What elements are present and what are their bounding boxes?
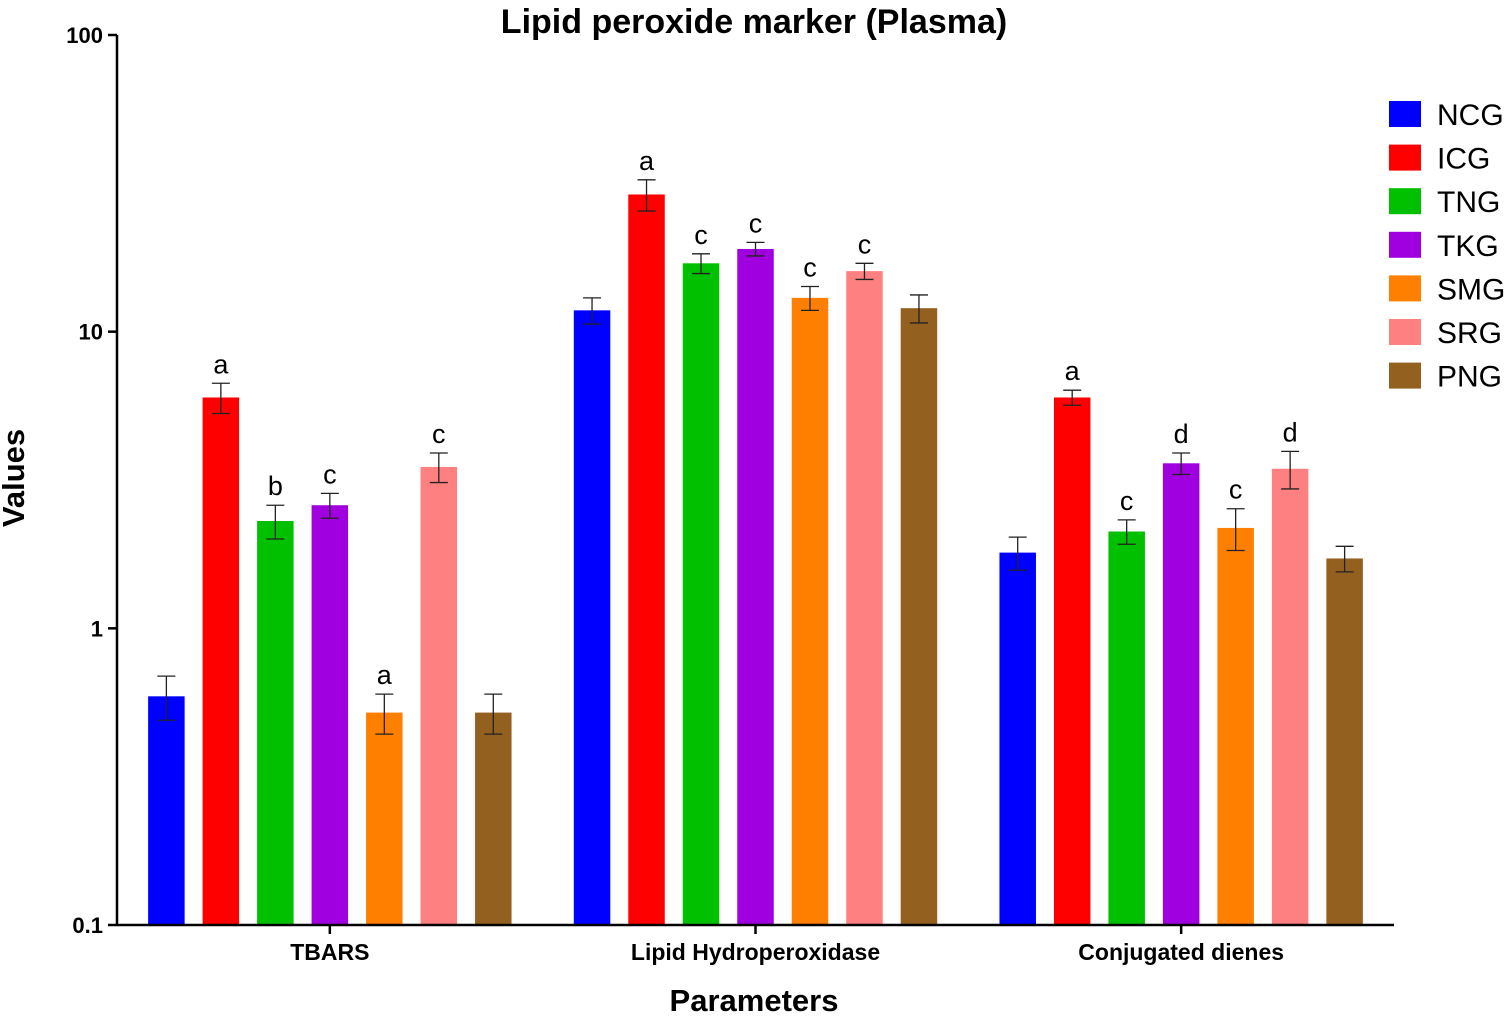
bar-icg — [202, 397, 240, 925]
legend-swatch-png — [1389, 362, 1421, 389]
legend-swatch-ncg — [1389, 101, 1421, 127]
legend-label: SRG — [1437, 317, 1502, 350]
bar-png — [900, 308, 938, 925]
x-axis-title: Parameters — [670, 983, 839, 1018]
significance-label: d — [1283, 417, 1298, 447]
significance-label: c — [323, 459, 337, 489]
legend-label: PNG — [1437, 361, 1502, 394]
significance-label: b — [268, 471, 283, 501]
bar-srg — [420, 466, 458, 925]
legend: NCG ICG TNG TKG SMG SRG PNG — [1389, 99, 1505, 394]
significance-label: c — [1120, 486, 1134, 516]
legend-swatch-icg — [1389, 144, 1421, 171]
legend-swatch-srg — [1389, 319, 1421, 345]
significance-label: c — [749, 208, 763, 238]
bar-tng — [257, 521, 294, 925]
y-tick-label: 100 — [66, 23, 103, 48]
bar-smg — [366, 712, 403, 925]
legend-label: TNG — [1437, 186, 1500, 219]
y-tick-label: 0.1 — [72, 913, 103, 938]
significance-label: c — [858, 229, 872, 259]
bar-icg — [1053, 397, 1091, 925]
significance-label: a — [639, 146, 655, 176]
bar-tng — [1108, 531, 1145, 925]
significance-label: a — [1065, 356, 1081, 386]
y-axis-title: Values — [0, 429, 31, 527]
y-ticks: 0.1 1 10 100 — [66, 23, 117, 938]
bar-srg — [1271, 468, 1309, 925]
bar-icg — [628, 194, 665, 925]
y-tick-label: 10 — [79, 320, 103, 345]
legend-swatch-smg — [1389, 275, 1421, 302]
bar-ncg — [999, 552, 1036, 925]
bar-png — [475, 712, 512, 925]
significance-label: d — [1174, 419, 1189, 449]
chart-title: Lipid peroxide marker (Plasma) — [501, 3, 1007, 41]
x-tick-label: TBARS — [290, 939, 369, 965]
bar-ncg — [148, 696, 185, 925]
significance-label: c — [803, 252, 817, 282]
bar-tng — [682, 263, 720, 925]
legend-label: SMG — [1437, 273, 1505, 306]
bar-srg — [846, 271, 883, 925]
significance-label: a — [377, 660, 393, 690]
significance-label: c — [1229, 475, 1243, 505]
bar-smg — [1217, 527, 1254, 925]
legend-label: ICG — [1437, 143, 1490, 176]
bar-smg — [791, 297, 829, 925]
significance-label: a — [213, 349, 229, 379]
bar-png — [1326, 558, 1363, 925]
legend-swatch-tkg — [1389, 231, 1421, 258]
x-tick-label: Lipid Hydroperoxidase — [631, 939, 880, 965]
bar-tkg — [311, 505, 349, 925]
significance-label: c — [432, 419, 446, 449]
legend-label: TKG — [1437, 230, 1499, 263]
legend-label: NCG — [1437, 99, 1504, 132]
bar-tkg — [1162, 463, 1200, 925]
bars-layer: a b c a c a c c c c a c d c d — [148, 146, 1363, 925]
y-tick-label: 1 — [91, 616, 103, 641]
significance-label: c — [694, 220, 708, 250]
x-tick-label: Conjugated dienes — [1078, 939, 1284, 965]
x-ticks: TBARS Lipid Hydroperoxidase Conjugated die… — [290, 925, 1284, 965]
bar-tkg — [737, 248, 774, 925]
legend-swatch-tng — [1389, 188, 1421, 215]
bar-ncg — [573, 310, 611, 925]
